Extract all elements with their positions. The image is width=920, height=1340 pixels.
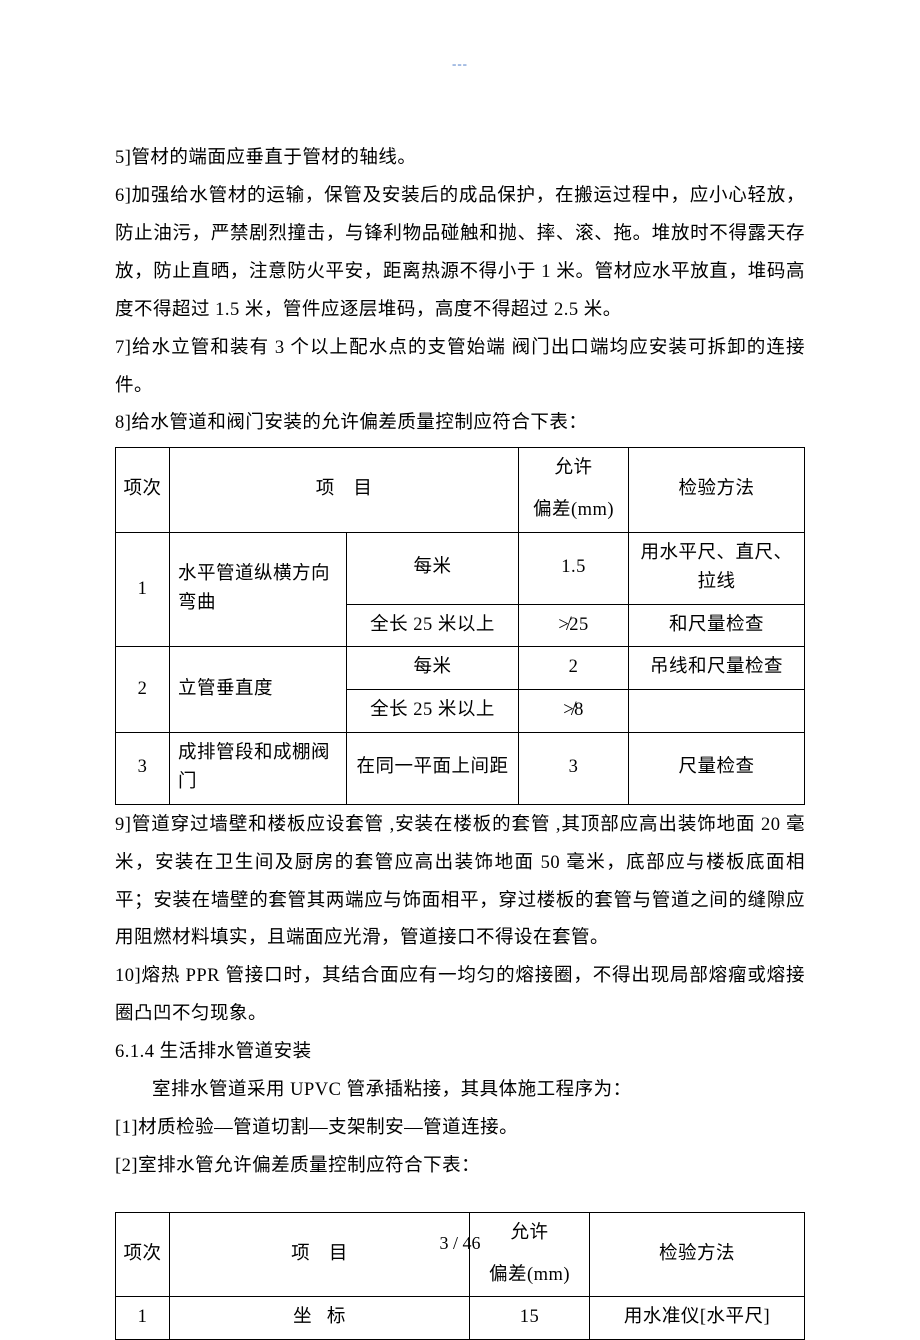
cell-cat-pre: 坐 xyxy=(293,1307,312,1327)
col-item: 项 目 xyxy=(170,1212,470,1296)
paragraph-9: 9]管道穿过墙壁和楼板应设套管 ,安装在楼板的套管 ,其顶部应高出装饰地面 20… xyxy=(115,807,805,959)
col-tolerance-2: 偏差(mm) xyxy=(470,1255,590,1297)
cell-sub: 全长 25 米以上 xyxy=(347,604,519,647)
cell-tolerance: ≯25 xyxy=(519,604,629,647)
paragraph-10: 10]熔热 PPR 管接口时，其结合面应有一均匀的熔接圈，不得出现局部熔瘤或熔接… xyxy=(115,958,805,1034)
paragraph-step1: [1]材质检验—管道切割—支架制安—管道连接。 xyxy=(115,1110,805,1148)
paragraph-7: 7]给水立管和装有 3 个以上配水点的支管始端 阀门出口端均应安装可拆卸的连接件… xyxy=(115,330,805,406)
cell-sub: 每米 xyxy=(347,647,519,690)
cell-idx: 1 xyxy=(116,532,170,647)
cell-sub: 全长 25 米以上 xyxy=(347,689,519,732)
paragraph-6: 6]加强给水管材的运输，保管及安装后的成品保护，在搬运过程中，应小心轻放，防止油… xyxy=(115,178,805,330)
cell-method xyxy=(629,689,805,732)
cell-sub: 在同一平面上间距 xyxy=(347,732,519,804)
cell-method: 吊线和尺量检查 xyxy=(629,647,805,690)
cell-tolerance: 2 xyxy=(519,647,629,690)
cell-tolerance: 15 xyxy=(470,1297,590,1340)
cell-cat-post: 标 xyxy=(327,1307,346,1327)
cell-tolerance: 3 xyxy=(519,732,629,804)
cell-method: 和尺量检查 xyxy=(629,604,805,647)
table-row: 1 坐 标 15 用水准仪[水平尺] xyxy=(116,1297,805,1340)
page-content: 5]管材的端面应垂直于管材的轴线。 6]加强给水管材的运输，保管及安装后的成品保… xyxy=(0,0,920,1340)
cell-method: 尺量检查 xyxy=(629,732,805,804)
cell-method: 用水准仪[水平尺] xyxy=(590,1297,805,1340)
tolerance-table-2: 项次 项 目 允许 检验方法 偏差(mm) 1 坐 标 15 用水准仪[水平尺] xyxy=(115,1212,805,1340)
col-item: 项 目 xyxy=(170,448,519,532)
col-tolerance-2: 偏差(mm) xyxy=(519,490,629,532)
paragraph-step2: [2]室排水管允许偏差质量控制应符合下表： xyxy=(115,1148,805,1186)
cell-category: 立管垂直度 xyxy=(170,647,347,732)
tolerance-table-1: 项次 项 目 允许 检验方法 偏差(mm) 1 水平管道纵横方向弯曲 每米 1.… xyxy=(115,447,805,804)
col-index: 项次 xyxy=(116,448,170,532)
page-number: 3 / 46 xyxy=(0,1233,920,1254)
col-method: 检验方法 xyxy=(629,448,805,532)
col-method: 检验方法 xyxy=(590,1212,805,1296)
cell-idx: 2 xyxy=(116,647,170,732)
paragraph-indent: 室排水管道采用 UPVC 管承插粘接，其具体施工程序为： xyxy=(115,1072,805,1110)
table-row: 2 立管垂直度 每米 2 吊线和尺量检查 xyxy=(116,647,805,690)
cell-category: 水平管道纵横方向弯曲 xyxy=(170,532,347,647)
cell-tolerance: ≯8 xyxy=(519,689,629,732)
col-item-pre: 项 xyxy=(316,479,335,499)
header-mark: --- xyxy=(452,56,468,72)
paragraph-5: 5]管材的端面应垂直于管材的轴线。 xyxy=(115,140,805,178)
cell-tolerance: 1.5 xyxy=(519,532,629,604)
cell-category: 坐 标 xyxy=(170,1297,470,1340)
table-header-row: 项次 项 目 允许 检验方法 xyxy=(116,448,805,490)
table-row: 1 水平管道纵横方向弯曲 每米 1.5 用水平尺、直尺、拉线 xyxy=(116,532,805,604)
cell-idx: 1 xyxy=(116,1297,170,1340)
section-heading: 6.1.4 生活排水管道安装 xyxy=(115,1034,805,1072)
cell-idx: 3 xyxy=(116,732,170,804)
paragraph-8: 8]给水管道和阀门安装的允许偏差质量控制应符合下表： xyxy=(115,405,805,443)
col-item-post: 目 xyxy=(353,479,372,499)
cell-sub: 每米 xyxy=(347,532,519,604)
cell-category: 成排管段和成棚阀门 xyxy=(170,732,347,804)
cell-method: 用水平尺、直尺、拉线 xyxy=(629,532,805,604)
col-tolerance-1: 允许 xyxy=(519,448,629,490)
col-index: 项次 xyxy=(116,1212,170,1296)
table-row: 3 成排管段和成棚阀门 在同一平面上间距 3 尺量检查 xyxy=(116,732,805,804)
